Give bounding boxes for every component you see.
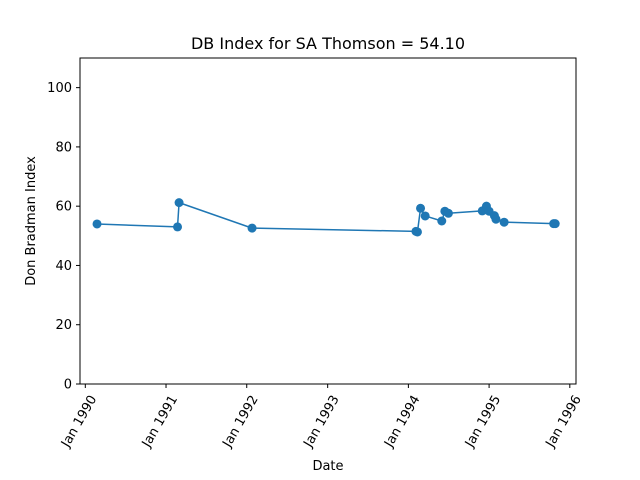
data-point-6	[412, 227, 422, 237]
data-point-8	[420, 211, 430, 221]
x-tick-label: Jan 1992	[220, 393, 262, 451]
chart-title: DB Index for SA Thomson = 54.10	[191, 34, 465, 53]
x-tick-label: Jan 1996	[543, 393, 585, 451]
y-tick-label: 100	[47, 81, 72, 96]
x-tick-label: Jan 1993	[301, 393, 343, 451]
x-tick-label: Jan 1994	[381, 393, 423, 451]
y-tick-label: 80	[55, 140, 72, 155]
data-point-4	[247, 223, 257, 233]
data-point-19	[550, 219, 560, 229]
data-point-7	[416, 203, 426, 213]
data-point-16	[491, 214, 501, 224]
x-tick-label: Jan 1995	[462, 393, 504, 451]
x-tick-label: Jan 1990	[58, 393, 100, 451]
y-tick-label: 0	[64, 378, 72, 393]
y-tick-label: 40	[55, 259, 72, 274]
x-tick-label: Jan 1991	[139, 393, 181, 451]
data-point-2	[173, 222, 183, 232]
axes: 0 20 40 60 80 100 Jan 1990 Jan 1991 Jan 1992 Jan …	[47, 57, 585, 451]
y-tick-label: 20	[55, 318, 72, 333]
x-axis-title: Date	[312, 459, 343, 474]
data-point-11	[443, 208, 453, 218]
data-point-17	[499, 217, 509, 227]
data-point-1	[92, 219, 102, 229]
data-point-9	[437, 216, 447, 226]
y-tick-label: 60	[55, 200, 72, 215]
data-point-3	[174, 198, 184, 208]
plot-area	[92, 198, 560, 237]
y-axis-title: Don Bradman Index	[24, 156, 39, 286]
